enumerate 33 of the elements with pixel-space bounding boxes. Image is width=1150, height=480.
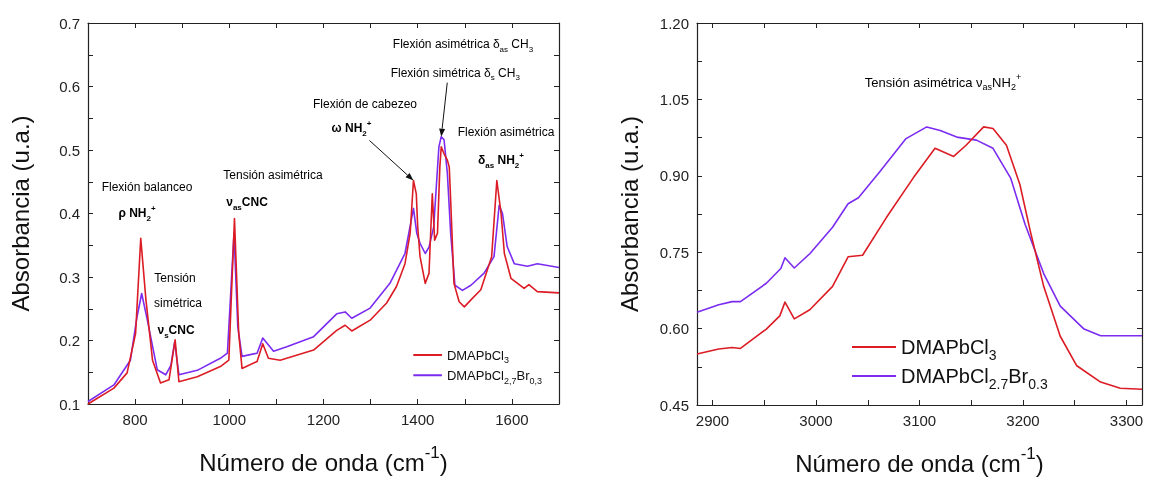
annotation: Flexión asimétrica <box>457 125 555 139</box>
y-tick-label: 0.45 <box>659 396 689 414</box>
y-tick-label: 0.3 <box>59 268 80 286</box>
y-tick-label: 0.60 <box>659 320 689 338</box>
y-tick-label: 1.05 <box>659 90 689 108</box>
x-tick-label: 1000 <box>212 411 246 428</box>
y-tick-label: 1.20 <box>659 14 689 32</box>
y-tick-label: 0.75 <box>659 243 689 261</box>
y-tick-label: 0.5 <box>59 141 80 159</box>
x-tick-label: 3100 <box>902 412 937 429</box>
x-tick-label: 1400 <box>401 411 435 428</box>
annotation: Flexión balanceo <box>101 180 193 194</box>
x-tick-label: 1200 <box>306 411 341 428</box>
line-series <box>696 126 1143 337</box>
line-series <box>696 126 1143 391</box>
y-tick-label: 0.90 <box>659 167 689 185</box>
y-tick-label: 0.1 <box>59 395 80 413</box>
annotation: Tensión asimétrica <box>223 168 324 182</box>
y-axis-title: Absorbancia (u.a.) <box>6 115 34 312</box>
y-tick-label: 0.7 <box>59 14 80 32</box>
y-tick-label: 0.6 <box>59 78 80 95</box>
y-tick-label: 0.2 <box>59 332 80 349</box>
x-tick-label: 3000 <box>799 412 833 429</box>
y-tick-label: 0.4 <box>59 205 80 222</box>
annotation: simétrica <box>153 296 203 310</box>
x-tick-label: 800 <box>122 411 148 428</box>
x-tick-label: 1600 <box>495 411 529 428</box>
x-tick-label: 2900 <box>695 412 730 429</box>
x-tick-label: 3200 <box>1006 412 1040 429</box>
x-tick-label: 3300 <box>1109 412 1144 429</box>
annotation: Tensión <box>154 271 196 285</box>
annotation: Flexión de cabezeo <box>312 97 418 111</box>
y-axis-title: Absorbancia (u.a.) <box>615 115 643 313</box>
